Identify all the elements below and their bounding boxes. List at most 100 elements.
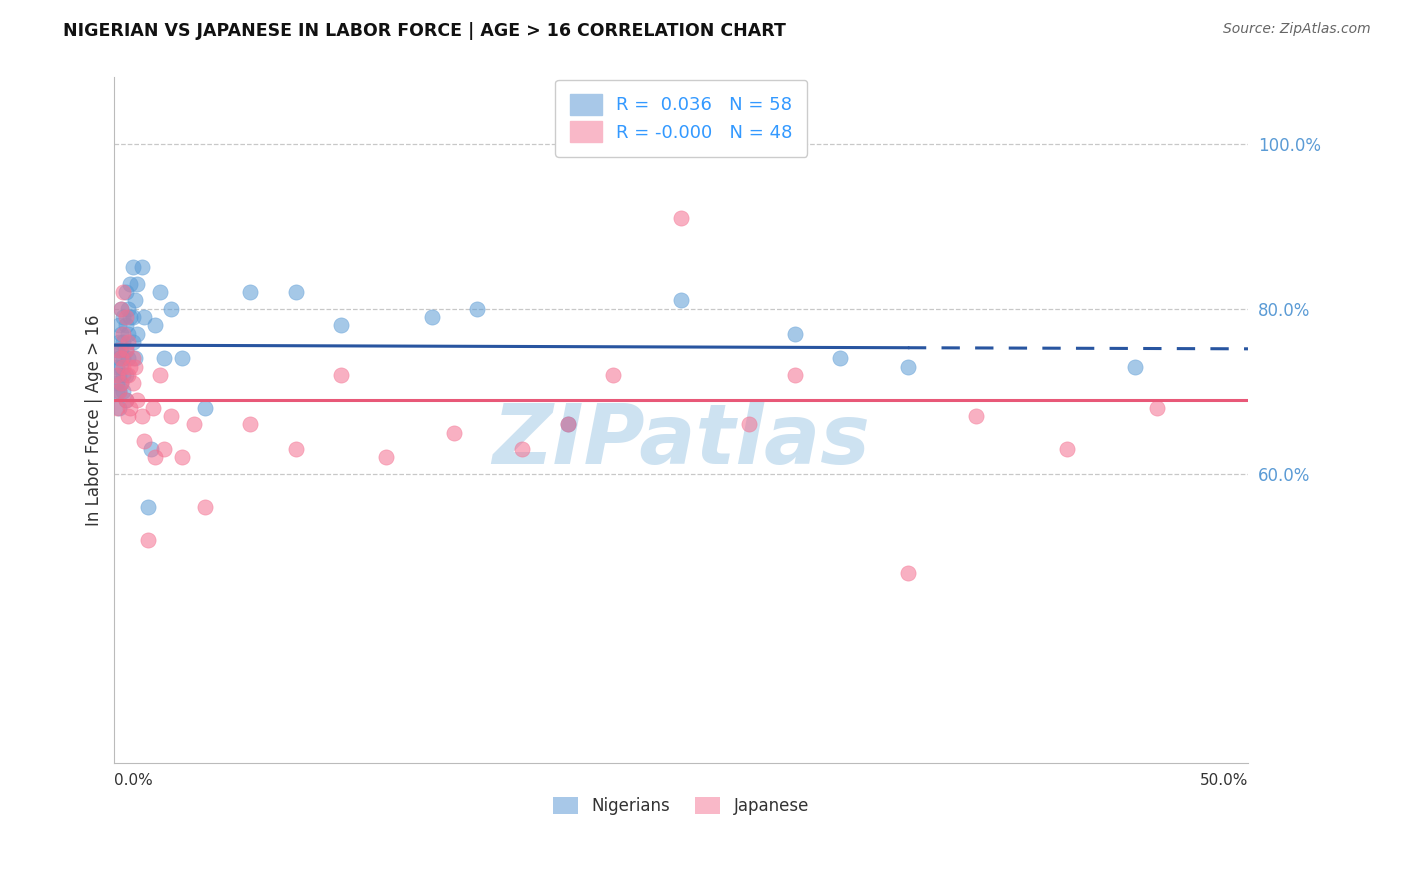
Point (143, 318, 166, 333)
Point (121, 260, 143, 275)
Point (117, 301, 139, 316)
Text: NIGERIAN VS JAPANESE IN LABOR FORCE | AGE > 16 CORRELATION CHART: NIGERIAN VS JAPANESE IN LABOR FORCE | AG… (63, 22, 786, 40)
Point (1056, 442, 1078, 457)
Point (160, 409, 183, 424)
Point (897, 359, 920, 374)
Point (1123, 359, 1146, 374)
Point (132, 434, 155, 448)
Point (142, 401, 165, 415)
Point (828, 351, 851, 366)
Point (125, 277, 148, 291)
Point (183, 417, 205, 432)
Point (557, 417, 579, 432)
Point (114, 310, 136, 324)
Point (420, 310, 443, 324)
Point (117, 368, 139, 382)
Point (117, 351, 139, 366)
Point (112, 359, 135, 374)
Point (738, 417, 761, 432)
Point (114, 392, 136, 407)
Point (783, 368, 806, 382)
Point (153, 442, 176, 457)
Point (139, 442, 162, 457)
Point (125, 326, 148, 341)
Point (557, 417, 579, 432)
Point (120, 359, 142, 374)
Point (108, 343, 131, 357)
Point (239, 417, 262, 432)
Point (110, 326, 132, 341)
Point (669, 293, 692, 308)
Point (783, 326, 806, 341)
Point (120, 310, 142, 324)
Point (121, 351, 143, 366)
Point (110, 359, 132, 374)
Point (114, 368, 136, 382)
Point (1146, 401, 1168, 415)
Point (108, 351, 131, 366)
Point (112, 351, 135, 366)
Point (117, 334, 139, 349)
Point (114, 392, 136, 407)
Text: Source: ZipAtlas.com: Source: ZipAtlas.com (1223, 22, 1371, 37)
Point (153, 351, 176, 366)
Point (110, 301, 132, 316)
Point (120, 277, 142, 291)
Point (121, 376, 143, 390)
Point (124, 359, 146, 374)
Point (108, 384, 131, 399)
Point (121, 310, 143, 324)
Point (284, 285, 307, 300)
Point (172, 351, 194, 366)
Point (114, 318, 136, 333)
Point (131, 260, 153, 275)
Point (172, 450, 194, 465)
Point (194, 401, 217, 415)
Point (105, 368, 128, 382)
Point (897, 566, 920, 581)
Point (105, 376, 128, 390)
Point (112, 326, 135, 341)
Point (114, 343, 136, 357)
Point (131, 409, 153, 424)
Point (330, 368, 353, 382)
Point (110, 301, 132, 316)
Point (465, 301, 488, 316)
Text: 0.0%: 0.0% (114, 773, 153, 788)
Point (105, 384, 128, 399)
Point (105, 359, 128, 374)
Point (143, 450, 166, 465)
Point (125, 392, 148, 407)
Point (239, 285, 262, 300)
Point (194, 500, 217, 514)
Point (965, 409, 987, 424)
Point (120, 401, 142, 415)
Point (112, 285, 135, 300)
Point (108, 334, 131, 349)
Point (124, 293, 146, 308)
Point (375, 450, 398, 465)
Point (112, 310, 135, 324)
Point (132, 310, 155, 324)
Point (138, 500, 160, 514)
Point (330, 318, 353, 333)
Point (284, 442, 307, 457)
Point (114, 343, 136, 357)
Point (669, 211, 692, 225)
Legend: Nigerians, Japanese: Nigerians, Japanese (546, 789, 817, 823)
Point (112, 384, 135, 399)
Point (112, 368, 135, 382)
Point (117, 409, 139, 424)
Y-axis label: In Labor Force | Age > 16: In Labor Force | Age > 16 (86, 315, 103, 526)
Point (443, 425, 465, 440)
Point (110, 351, 132, 366)
Point (108, 384, 131, 399)
Point (117, 326, 139, 341)
Point (108, 368, 131, 382)
Point (149, 285, 172, 300)
Point (110, 376, 132, 390)
Point (512, 442, 534, 457)
Point (110, 376, 132, 390)
Point (124, 351, 146, 366)
Text: 50.0%: 50.0% (1199, 773, 1249, 788)
